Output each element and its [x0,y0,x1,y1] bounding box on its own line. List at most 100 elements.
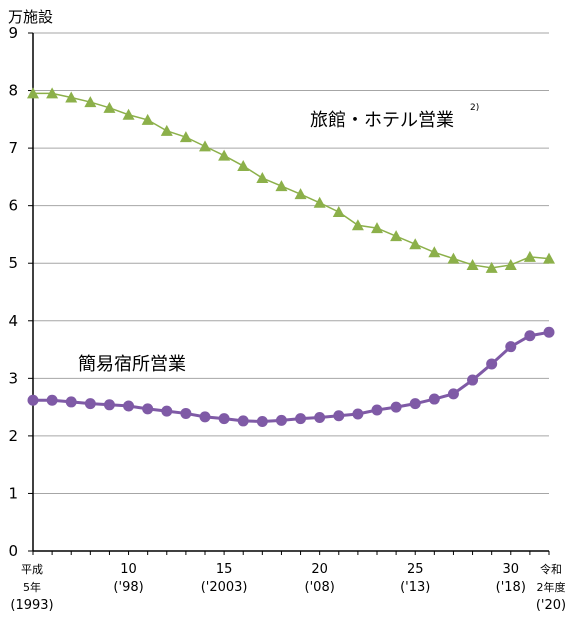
data-point-triangle [390,230,403,242]
data-point-triangle [543,252,555,264]
data-point-circle [275,414,287,426]
y-tick-label: 3 [8,369,18,387]
x-tick-label-line: 2年度 [537,580,566,594]
data-point-triangle [65,91,78,103]
x-tick-label: 20 ('08) [305,562,335,595]
x-tick-label-line: 令和 [540,562,562,576]
x-tick-label-line: ('20) [536,598,566,613]
data-point-triangle [27,87,39,99]
x-tick-label-line: ('98) [113,580,143,595]
data-point-circle [180,407,192,419]
x-tick-label: 10 ('98) [113,562,143,595]
y-unit-label: 万施設 [8,8,53,26]
y-tick-label: 6 [8,197,18,215]
gridlines [33,32,549,494]
data-point-circle [65,396,77,408]
data-point-circle [524,330,536,342]
series-line [33,92,550,269]
data-point-triangle [141,113,154,125]
data-point-triangle [237,159,250,171]
data-point-circle [352,408,364,420]
data-point-circle [333,410,345,422]
y-tick-label: 0 [8,542,18,560]
data-point-circle [314,411,326,423]
data-point-triangle [103,101,116,113]
x-tick-label-line: 30 [503,562,520,577]
series-label-ryokan-hotel: 旅館・ホテル営業 [310,110,454,131]
data-point-circle [142,403,154,415]
data-point-triangle [447,252,460,264]
series-2 [27,326,555,427]
data-point-triangle [275,180,288,192]
x-tick-label-line: ('2003) [201,580,248,595]
x-tick-label-line: 15 [216,562,233,577]
y-tick-label: 5 [8,254,18,272]
data-point-circle [46,394,58,406]
x-tick-label-line: 25 [407,562,424,577]
y-tick-label: 7 [8,139,18,157]
x-tick-label-line: ('18) [496,580,526,595]
y-tick-label: 9 [8,24,18,42]
data-point-circle [84,398,96,410]
x-tick-label: 30 ('18) [496,562,526,595]
series-footnote-marker: 2) [470,103,479,113]
x-tick-labels: 平成 5年 (1993) 10 ('98) 15 ('2003) 20 ('08) 25 ('13)… [10,551,566,613]
data-point-triangle [294,188,307,200]
data-point-circle [256,416,268,427]
data-point-triangle [179,131,192,143]
data-point-circle [447,388,459,400]
data-point-triangle [504,258,517,270]
x-tick-label-line: 20 [311,562,328,577]
y-tick-label: 8 [8,82,18,100]
data-point-circle [390,401,402,413]
x-tick-label: 15 ('2003) [201,562,248,595]
data-point-triangle [409,238,422,250]
data-point-triangle [84,96,97,108]
data-point-triangle [371,222,383,234]
data-point-circle [505,341,517,353]
data-point-circle [295,413,307,425]
x-tick-label-line: (1993) [10,598,53,613]
x-tick-label-line: 10 [120,562,137,577]
x-tick-label: 令和 2年度 ('20) [536,562,566,613]
data-point-circle [103,399,115,411]
data-point-circle [428,393,440,405]
data-point-triangle [332,205,345,217]
data-point-triangle [523,250,536,262]
x-tick-label-line: 平成 [21,563,43,576]
data-point-circle [409,398,421,410]
series-layer [27,87,555,427]
data-point-triangle [466,258,479,270]
series-line [33,330,550,424]
y-tick-label: 1 [8,484,18,502]
data-point-circle [543,326,555,338]
data-point-triangle [351,219,364,231]
y-tick-labels: 0 1 2 3 4 5 6 7 8 9 [8,24,33,560]
data-point-triangle [122,108,135,120]
data-point-circle [161,405,173,417]
data-point-circle [27,394,39,406]
series-1 [27,87,555,273]
x-tick-label: 平成 5年 (1993) [10,563,53,613]
data-point-circle [486,358,498,370]
data-point-circle [237,415,249,427]
data-point-triangle [428,246,441,258]
data-point-triangle [485,261,498,273]
y-tick-label: 2 [8,427,18,445]
data-point-triangle [313,196,326,208]
data-point-triangle [160,124,173,136]
data-point-circle [199,411,211,423]
x-tick-label: 25 ('13) [400,562,430,595]
data-point-circle [467,374,479,386]
data-point-triangle [199,140,211,152]
x-tick-label-line: ('13) [400,580,430,595]
data-point-triangle [46,87,59,99]
data-point-circle [371,404,383,416]
data-point-circle [218,413,230,425]
data-point-circle [123,400,135,412]
data-point-triangle [218,149,231,161]
data-point-triangle [256,172,269,184]
series-label-kan-i-shukusho: 簡易宿所営業 [78,354,186,375]
x-tick-label-line: ('08) [305,580,335,595]
